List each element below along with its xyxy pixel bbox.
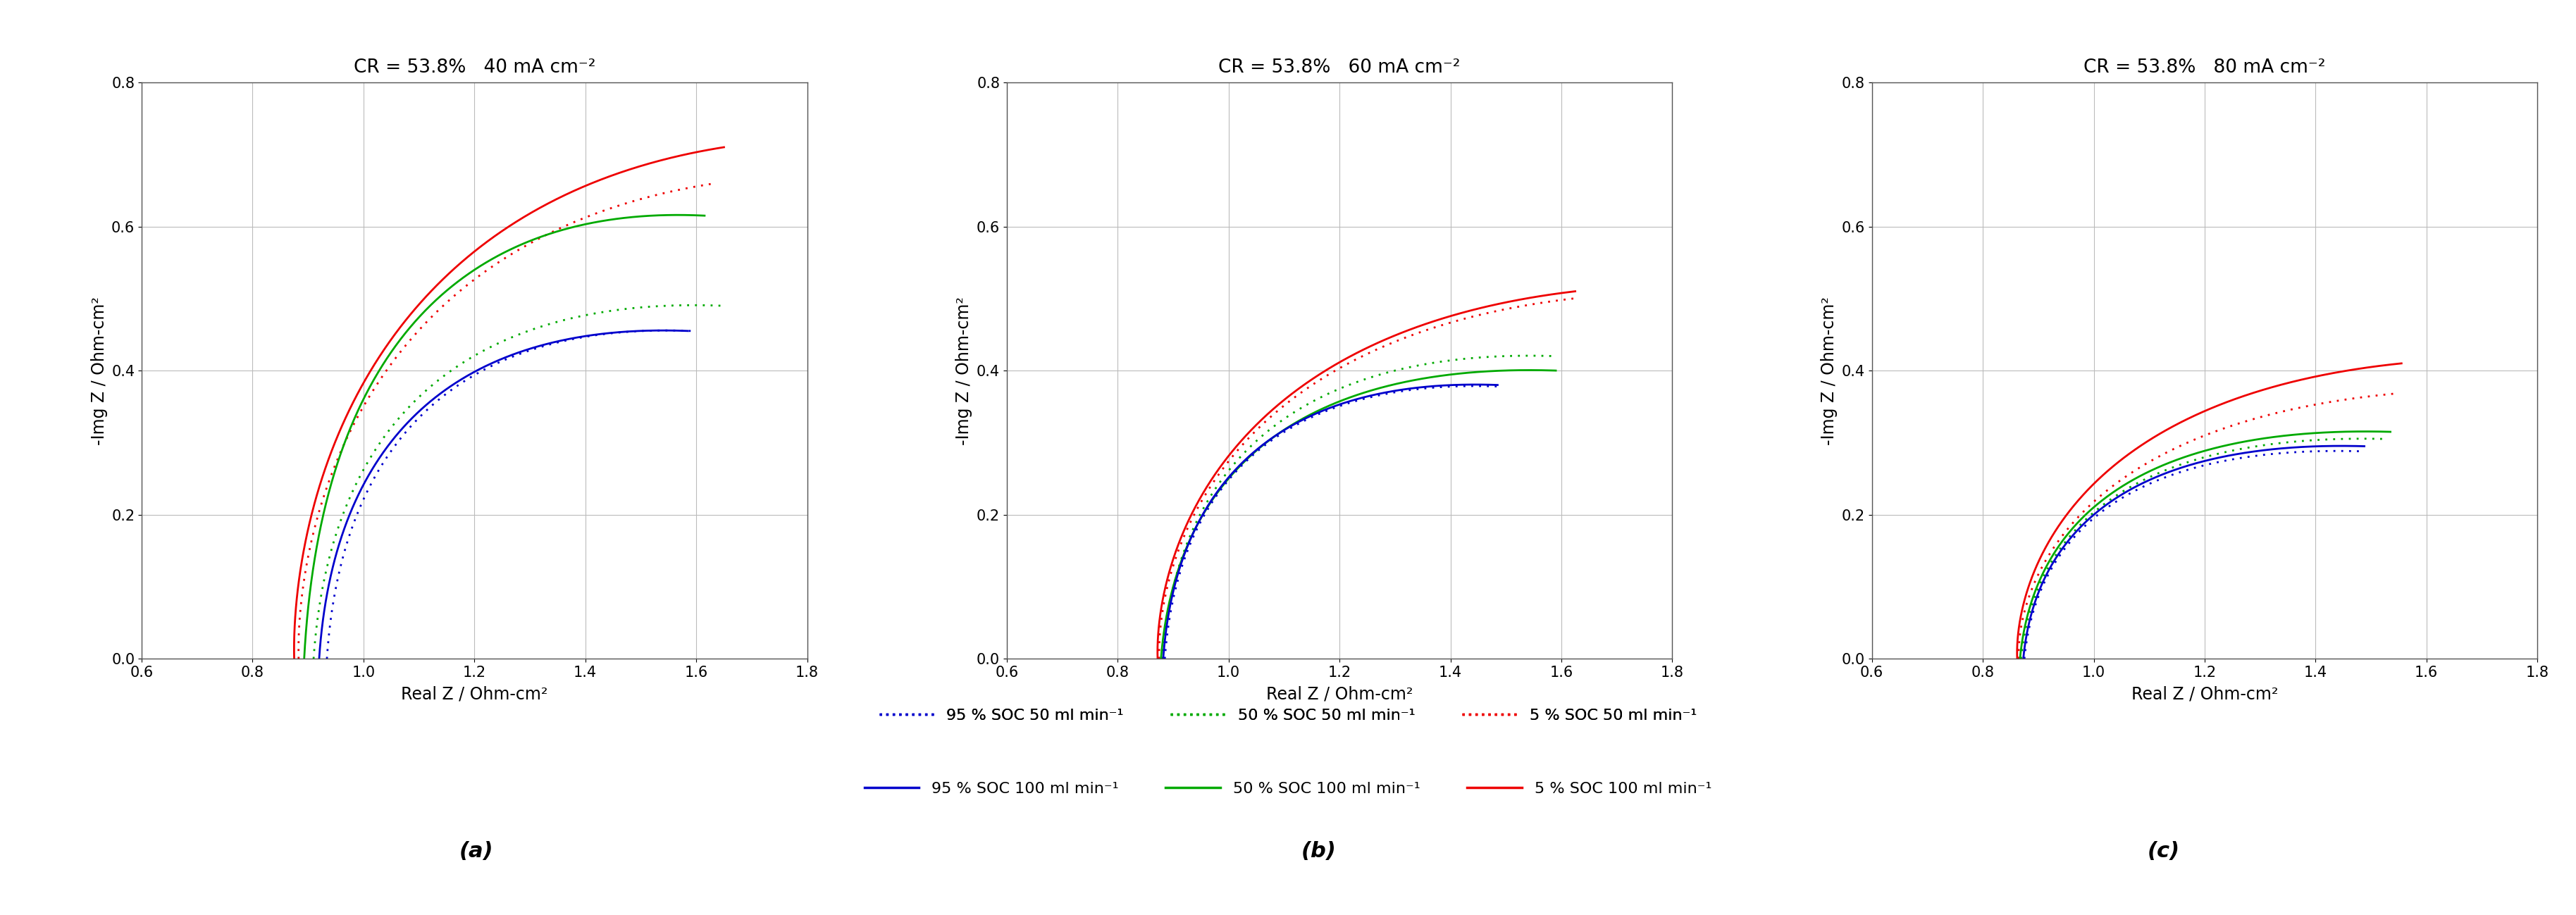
X-axis label: Real Z / Ohm-cm²: Real Z / Ohm-cm² bbox=[402, 685, 549, 703]
Legend: 95 % SOC 50 ml min⁻¹, 50 % SOC 50 ml min⁻¹, 5 % SOC 50 ml min⁻¹: 95 % SOC 50 ml min⁻¹, 50 % SOC 50 ml min… bbox=[873, 702, 1703, 728]
X-axis label: Real Z / Ohm-cm²: Real Z / Ohm-cm² bbox=[1267, 685, 1412, 703]
Title: CR = 53.8%   80 mA cm⁻²: CR = 53.8% 80 mA cm⁻² bbox=[2084, 59, 2326, 77]
Y-axis label: -Img Z / Ohm-cm²: -Img Z / Ohm-cm² bbox=[90, 296, 108, 445]
Text: (c): (c) bbox=[2148, 841, 2179, 861]
Y-axis label: -Img Z / Ohm-cm²: -Img Z / Ohm-cm² bbox=[1821, 296, 1837, 445]
Text: (a): (a) bbox=[459, 841, 495, 861]
X-axis label: Real Z / Ohm-cm²: Real Z / Ohm-cm² bbox=[2130, 685, 2277, 703]
Legend: 95 % SOC 100 ml min⁻¹, 50 % SOC 100 ml min⁻¹, 5 % SOC 100 ml min⁻¹: 95 % SOC 100 ml min⁻¹, 50 % SOC 100 ml m… bbox=[858, 775, 1718, 802]
Title: CR = 53.8%   40 mA cm⁻²: CR = 53.8% 40 mA cm⁻² bbox=[353, 59, 595, 77]
Y-axis label: -Img Z / Ohm-cm²: -Img Z / Ohm-cm² bbox=[956, 296, 974, 445]
Title: CR = 53.8%   60 mA cm⁻²: CR = 53.8% 60 mA cm⁻² bbox=[1218, 59, 1461, 77]
Text: (b): (b) bbox=[1301, 841, 1337, 861]
